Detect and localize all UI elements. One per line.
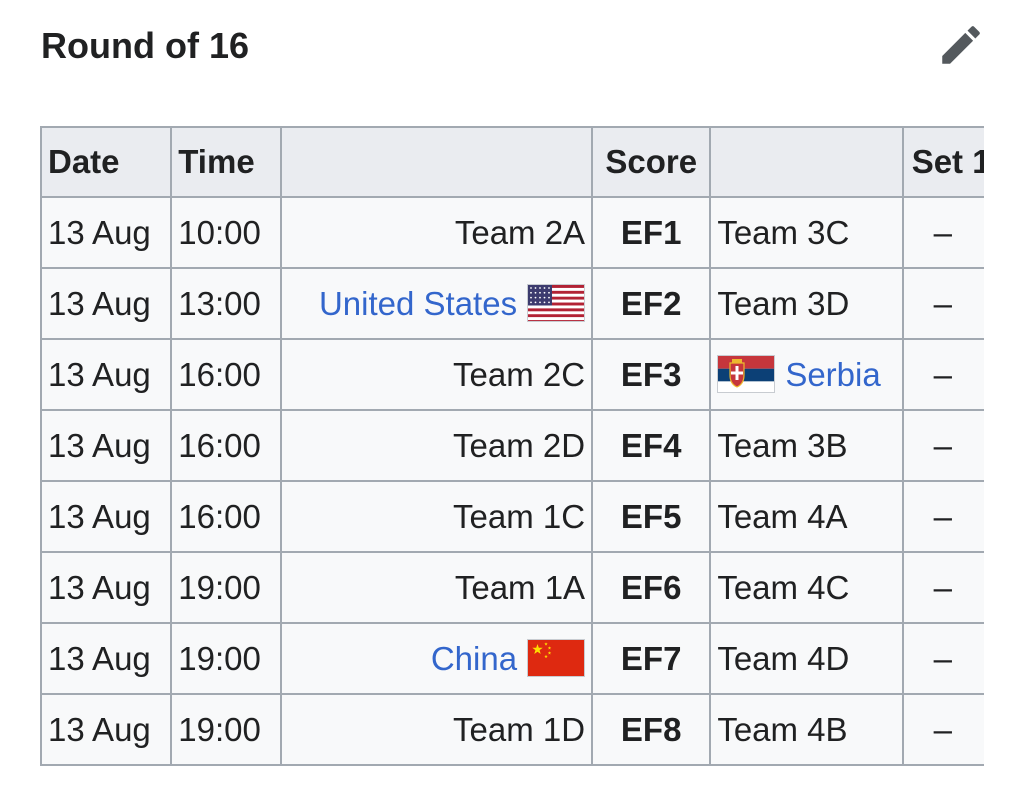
away-team-cell: Team 4B [709, 693, 904, 766]
time-cell: 19:00 [170, 622, 283, 695]
results-table-container: Date Time Score Set 1 13 Aug 10:00 Team 2A… [40, 126, 984, 782]
away-team-cell: Team 3B [709, 409, 904, 482]
table-row: 13 Aug 16:00 Team 2C EF3 Serbia – [40, 338, 984, 411]
home-team-cell: Team 1D [280, 693, 594, 766]
time-cell: 16:00 [170, 338, 283, 411]
table-body: 13 Aug 10:00 Team 2A EF1 Team 3C –13 Aug 13:00… [40, 196, 984, 766]
header-set1: Set 1 [901, 126, 984, 198]
home-team-link[interactable]: China [430, 639, 518, 677]
table-row: 13 Aug 19:00 Team 1A EF6 Team 4C – [40, 551, 984, 624]
date-cell: 13 Aug [40, 267, 173, 340]
date-cell: 13 Aug [40, 196, 173, 269]
away-team-label: Team 3C [717, 213, 850, 251]
time-cell: 13:00 [170, 267, 283, 340]
score-cell: EF3 [591, 338, 712, 411]
home-team-label: Team 1D [453, 710, 586, 748]
china-flag-icon [527, 638, 586, 677]
header-score: Score [591, 126, 712, 198]
away-team-label: Team 4D [717, 639, 850, 677]
home-team-label: Team 1C [453, 497, 586, 535]
header-time: Time [170, 126, 283, 198]
date-cell: 13 Aug [40, 338, 173, 411]
time-cell: 19:00 [170, 693, 283, 766]
away-team-link[interactable]: Serbia [785, 355, 881, 393]
time-cell: 16:00 [170, 409, 283, 482]
table-row: 13 Aug 16:00 Team 2D EF4 Team 3B – [40, 409, 984, 482]
score-cell: EF4 [591, 409, 712, 482]
home-team-label: Team 2D [453, 426, 586, 464]
home-team-cell: Team 2A [280, 196, 594, 269]
table-header-row: Date Time Score Set 1 [40, 126, 984, 198]
time-cell: 16:00 [170, 480, 283, 553]
time-cell: 19:00 [170, 551, 283, 624]
home-team-cell: China [280, 622, 594, 695]
header-away-team [709, 126, 904, 198]
usa-flag-icon [527, 283, 586, 322]
header-date: Date [40, 126, 173, 198]
away-team-cell: Team 4C [709, 551, 904, 624]
set1-cell: – [901, 267, 984, 340]
table-row: 13 Aug 10:00 Team 2A EF1 Team 3C – [40, 196, 984, 269]
away-team-label: Team 4C [717, 568, 850, 606]
set1-cell: – [901, 196, 984, 269]
edit-button[interactable] [936, 20, 986, 70]
score-cell: EF5 [591, 480, 712, 553]
set1-cell: – [901, 409, 984, 482]
away-team-label: Team 4B [717, 710, 848, 748]
away-team-cell: Team 4D [709, 622, 904, 695]
date-cell: 13 Aug [40, 693, 173, 766]
set1-cell: – [901, 551, 984, 624]
score-cell: EF2 [591, 267, 712, 340]
home-team-cell: United States [280, 267, 594, 340]
away-team-cell: Team 3D [709, 267, 904, 340]
table-row: 13 Aug 19:00 Team 1D EF8 Team 4B – [40, 693, 984, 766]
set1-cell: – [901, 693, 984, 766]
home-team-cell: Team 1A [280, 551, 594, 624]
section-header: Round of 16 [41, 20, 986, 72]
home-team-label: Team 2C [453, 355, 586, 393]
date-cell: 13 Aug [40, 480, 173, 553]
score-cell: EF8 [591, 693, 712, 766]
home-team-cell: Team 2D [280, 409, 594, 482]
date-cell: 13 Aug [40, 622, 173, 695]
home-team-label: Team 1A [454, 568, 586, 606]
home-team-label: Team 2A [454, 213, 586, 251]
serbia-flag-icon [717, 354, 776, 393]
table-row: 13 Aug 16:00 Team 1C EF5 Team 4A – [40, 480, 984, 553]
set1-cell: – [901, 480, 984, 553]
pencil-icon [942, 26, 980, 64]
score-cell: EF1 [591, 196, 712, 269]
set1-cell: – [901, 338, 984, 411]
table-row: 13 Aug 19:00 China EF7 Team 4D – [40, 622, 984, 695]
date-cell: 13 Aug [40, 551, 173, 624]
away-team-cell: Team 4A [709, 480, 904, 553]
time-cell: 10:00 [170, 196, 283, 269]
score-cell: EF7 [591, 622, 712, 695]
header-home-team [280, 126, 594, 198]
home-team-link[interactable]: United States [318, 284, 518, 322]
away-team-label: Team 4A [717, 497, 848, 535]
section-title: Round of 16 [41, 25, 249, 66]
home-team-cell: Team 1C [280, 480, 594, 553]
table-row: 13 Aug 13:00 United States EF2 Team 3D – [40, 267, 984, 340]
date-cell: 13 Aug [40, 409, 173, 482]
results-table: Date Time Score Set 1 13 Aug 10:00 Team 2A… [40, 126, 984, 766]
away-team-label: Team 3B [717, 426, 848, 464]
set1-cell: – [901, 622, 984, 695]
away-team-label: Team 3D [717, 284, 850, 322]
away-team-cell: Serbia [709, 338, 904, 411]
home-team-cell: Team 2C [280, 338, 594, 411]
score-cell: EF6 [591, 551, 712, 624]
away-team-cell: Team 3C [709, 196, 904, 269]
